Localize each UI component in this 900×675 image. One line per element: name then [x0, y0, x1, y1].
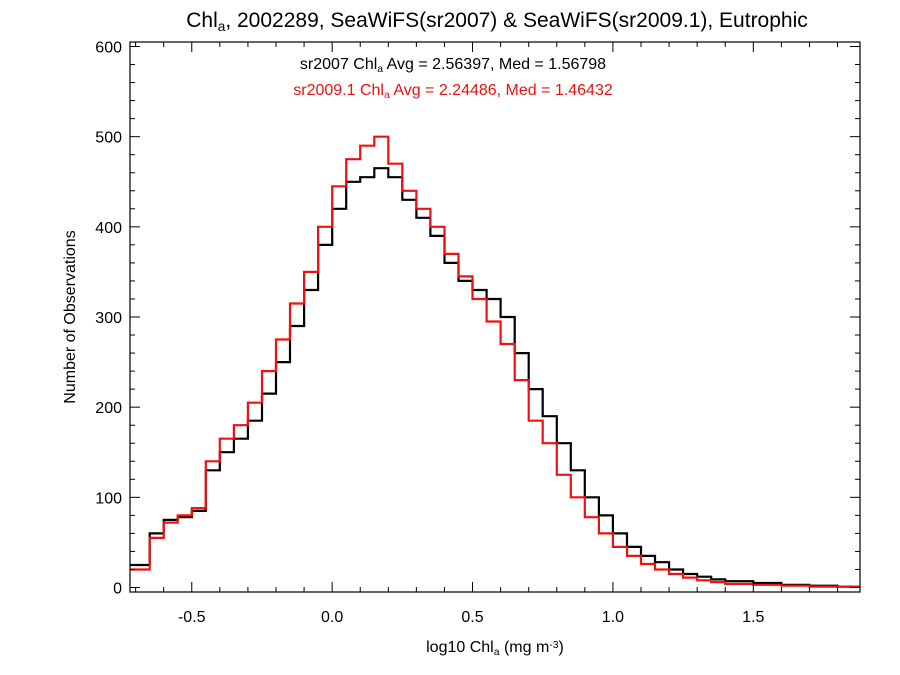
chart-title-layer: Chla, 2002289, SeaWiFS(sr2007) & SeaWiFS… [186, 9, 808, 34]
series-layer [130, 135, 860, 588]
y-tick-label: 0 [113, 580, 122, 597]
y-tick-label: 600 [95, 40, 122, 57]
series-line-1 [130, 167, 860, 588]
x-tick-label: 0.0 [321, 609, 343, 626]
x-tick-label: 1.5 [742, 609, 764, 626]
y-tick-label: 200 [95, 400, 122, 417]
axis-layer: -0.5 0.0 0.5 1.0 1.5 0 100 200 300 400 500 600 log10… [62, 40, 861, 658]
annotation-layer: sr2007 Chla Avg = 2.56397, Med = 1.56798… [293, 56, 613, 101]
y-tick-label: 500 [95, 130, 122, 147]
x-tick-label: 1.0 [602, 609, 624, 626]
x-tick-label: -0.5 [178, 609, 206, 626]
y-tick-label: 400 [95, 220, 122, 237]
x-axis-title: log10 Chla (mg m-3) [426, 639, 564, 658]
chart-title: Chla, 2002289, SeaWiFS(sr2007) & SeaWiFS… [186, 9, 808, 34]
annotation-2: sr2009.1 Chla Avg = 2.24486, Med = 1.464… [293, 82, 613, 101]
series-line-2 [130, 135, 860, 588]
y-tick-label: 100 [95, 490, 122, 507]
y-tick-label: 300 [95, 310, 122, 327]
x-tick-label: 0.5 [461, 609, 483, 626]
annotation-1: sr2007 Chla Avg = 2.56397, Med = 1.56798 [300, 56, 606, 75]
y-axis-title: Number of Observations [62, 230, 79, 403]
plot-frame [129, 41, 861, 593]
